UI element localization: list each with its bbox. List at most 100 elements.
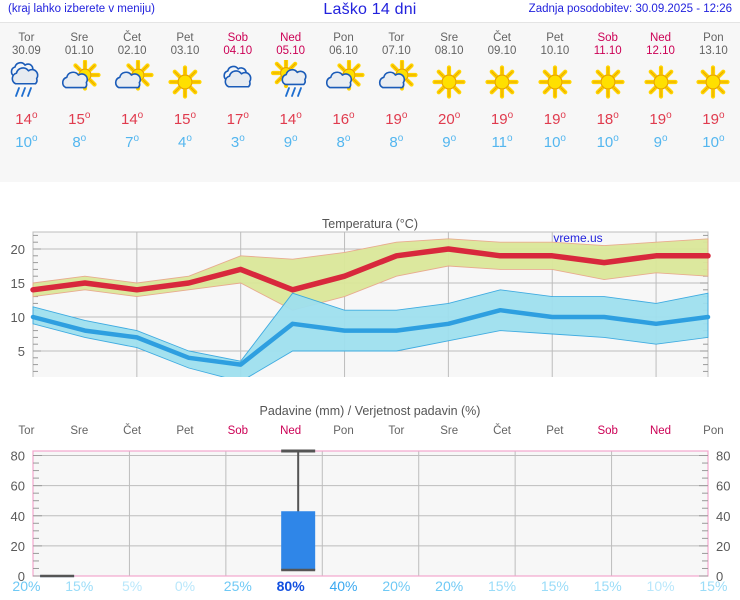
degree-symbol: o xyxy=(292,133,298,144)
forecast-day-column[interactable]: Sob 04.10 17o 3o xyxy=(211,23,264,183)
degree-symbol: o xyxy=(344,133,351,144)
forecast-day-column[interactable]: Pet 10.10 19o 10o xyxy=(528,23,581,183)
temperature-max: 14o xyxy=(280,107,302,129)
sun-icon xyxy=(163,60,207,104)
temperature-max: 15o xyxy=(174,107,196,129)
temperature-min-value: 7 xyxy=(125,134,134,151)
degree-symbol: o xyxy=(239,133,245,144)
day-name: Sre xyxy=(440,32,459,44)
svg-text:20: 20 xyxy=(716,539,730,554)
temperature-min-value: 10 xyxy=(543,134,561,151)
degree-symbol: o xyxy=(397,133,404,144)
temperature-max-value: 19 xyxy=(490,111,508,128)
precipitation-probability: 20% xyxy=(435,578,464,594)
day-date: 30.09 xyxy=(12,45,41,57)
temperature-min-value: 11 xyxy=(491,134,508,151)
sun-icon xyxy=(586,60,630,104)
temperature-chart: Temperatura (°C) 05101520vreme.us xyxy=(0,212,740,400)
forecast-day-column[interactable]: Sob 11.10 18o 10o xyxy=(581,23,634,183)
forecast-day-column[interactable]: Ned 12.10 19o 9o xyxy=(634,23,687,183)
svg-text:80: 80 xyxy=(716,449,730,464)
spacer xyxy=(0,182,740,212)
forecast-day-column[interactable]: Čet 02.10 14o 7o xyxy=(106,23,159,183)
temperature-min: 3o xyxy=(231,130,245,152)
day-name: Pon xyxy=(703,32,724,44)
temperature-max-value: 19 xyxy=(702,111,719,128)
temperature-max-value: 15 xyxy=(68,111,85,128)
precipitation-probability: 20% xyxy=(382,578,411,594)
temperature-max: 19o xyxy=(491,107,513,129)
day-name: Sob xyxy=(597,32,618,44)
temperature-max: 14o xyxy=(121,107,143,129)
temperature-min: 9o xyxy=(284,130,298,152)
forecast-day-column[interactable]: Pon 06.10 16o 8o xyxy=(317,23,370,183)
day-date: 10.10 xyxy=(540,45,570,57)
degree-symbol: o xyxy=(186,133,192,144)
precipitation-probability: 15% xyxy=(65,578,94,594)
sun-icon xyxy=(533,60,577,104)
day-date: 12.10 xyxy=(646,45,675,57)
temperature-max: 19o xyxy=(385,107,407,129)
svg-text:20: 20 xyxy=(11,539,25,554)
precipitation-probability: 10% xyxy=(646,578,675,594)
temperature-min-value: 4 xyxy=(178,134,187,151)
temperature-chart-title: Temperatura (°C) xyxy=(0,217,740,231)
day-name: Ned xyxy=(280,32,302,44)
precipitation-day-label: Ned xyxy=(280,425,302,437)
degree-symbol: o xyxy=(507,110,514,121)
temperature-max-value: 17 xyxy=(226,111,244,128)
precipitation-probability: 0% xyxy=(174,578,196,594)
temperature-max-value: 19 xyxy=(543,111,561,128)
temperature-min-value: 10 xyxy=(702,134,719,151)
sun-cloud-icon xyxy=(321,60,366,104)
temperature-max-value: 20 xyxy=(438,111,455,128)
temperature-plot: 05101520vreme.us xyxy=(11,231,711,377)
precipitation-day-label: Pon xyxy=(703,425,724,437)
day-date: 01.10 xyxy=(64,45,94,57)
temperature-max: 16o xyxy=(332,107,354,129)
degree-symbol: o xyxy=(84,110,91,121)
forecast-day-column[interactable]: Čet 09.10 19o 11o xyxy=(476,23,529,183)
temperature-min: 10o xyxy=(15,130,37,152)
precipitation-day-label: Sob xyxy=(597,425,618,437)
day-name: Tor xyxy=(18,32,35,44)
precipitation-probability: 15% xyxy=(699,578,728,594)
sun-icon xyxy=(427,60,471,104)
day-name: Pet xyxy=(176,32,194,44)
precipitation-day-label: Ned xyxy=(649,425,672,437)
degree-symbol: o xyxy=(137,110,144,121)
degree-symbol: o xyxy=(296,110,302,121)
svg-text:15: 15 xyxy=(11,276,25,291)
forecast-day-column[interactable]: Ned 05.10 14o 9o xyxy=(264,23,317,183)
temperature-min-value: 8 xyxy=(389,134,398,151)
temperature-min-value: 3 xyxy=(230,134,240,151)
degree-symbol: o xyxy=(661,133,668,144)
precipitation-probability: 15% xyxy=(540,578,569,594)
forecast-day-column[interactable]: Sre 08.10 20o 9o xyxy=(423,23,476,183)
precipitation-day-label: Pet xyxy=(546,425,564,437)
svg-text:40: 40 xyxy=(11,509,25,524)
temperature-max-value: 19 xyxy=(385,111,402,128)
temperature-min: 8o xyxy=(389,130,403,152)
forecast-day-column[interactable]: Tor 30.09 14o 10o xyxy=(0,23,53,183)
precipitation-chart: Padavine (mm) / Verjetnost padavin (%) T… xyxy=(0,400,740,600)
forecast-day-column[interactable]: Sre 01.10 15o 8o xyxy=(53,23,106,183)
temperature-max-value: 15 xyxy=(173,111,191,128)
day-date: 13.10 xyxy=(699,45,728,57)
precipitation-probability: 80% xyxy=(276,578,305,594)
temperature-max-value: 19 xyxy=(649,111,667,128)
svg-text:60: 60 xyxy=(11,479,25,494)
forecast-day-column[interactable]: Pet 03.10 15o 4o xyxy=(159,23,212,183)
degree-symbol: o xyxy=(450,133,457,144)
temperature-min-value: 9 xyxy=(653,134,662,151)
svg-text:0: 0 xyxy=(18,569,25,584)
forecast-day-column[interactable]: Pon 13.10 19o 10o xyxy=(687,23,740,183)
precipitation-day-label: Čet xyxy=(493,425,511,437)
temperature-max-value: 14 xyxy=(120,111,138,128)
precipitation-day-label: Sob xyxy=(227,425,249,437)
day-name: Tor xyxy=(388,32,405,44)
precipitation-day-label: Čet xyxy=(123,425,142,437)
day-date: 11.10 xyxy=(593,45,622,57)
forecast-day-column[interactable]: Tor 07.10 19o 8o xyxy=(370,23,423,183)
page-header: (kraj lahko izberete v meniju) Laško 14 … xyxy=(0,0,740,22)
